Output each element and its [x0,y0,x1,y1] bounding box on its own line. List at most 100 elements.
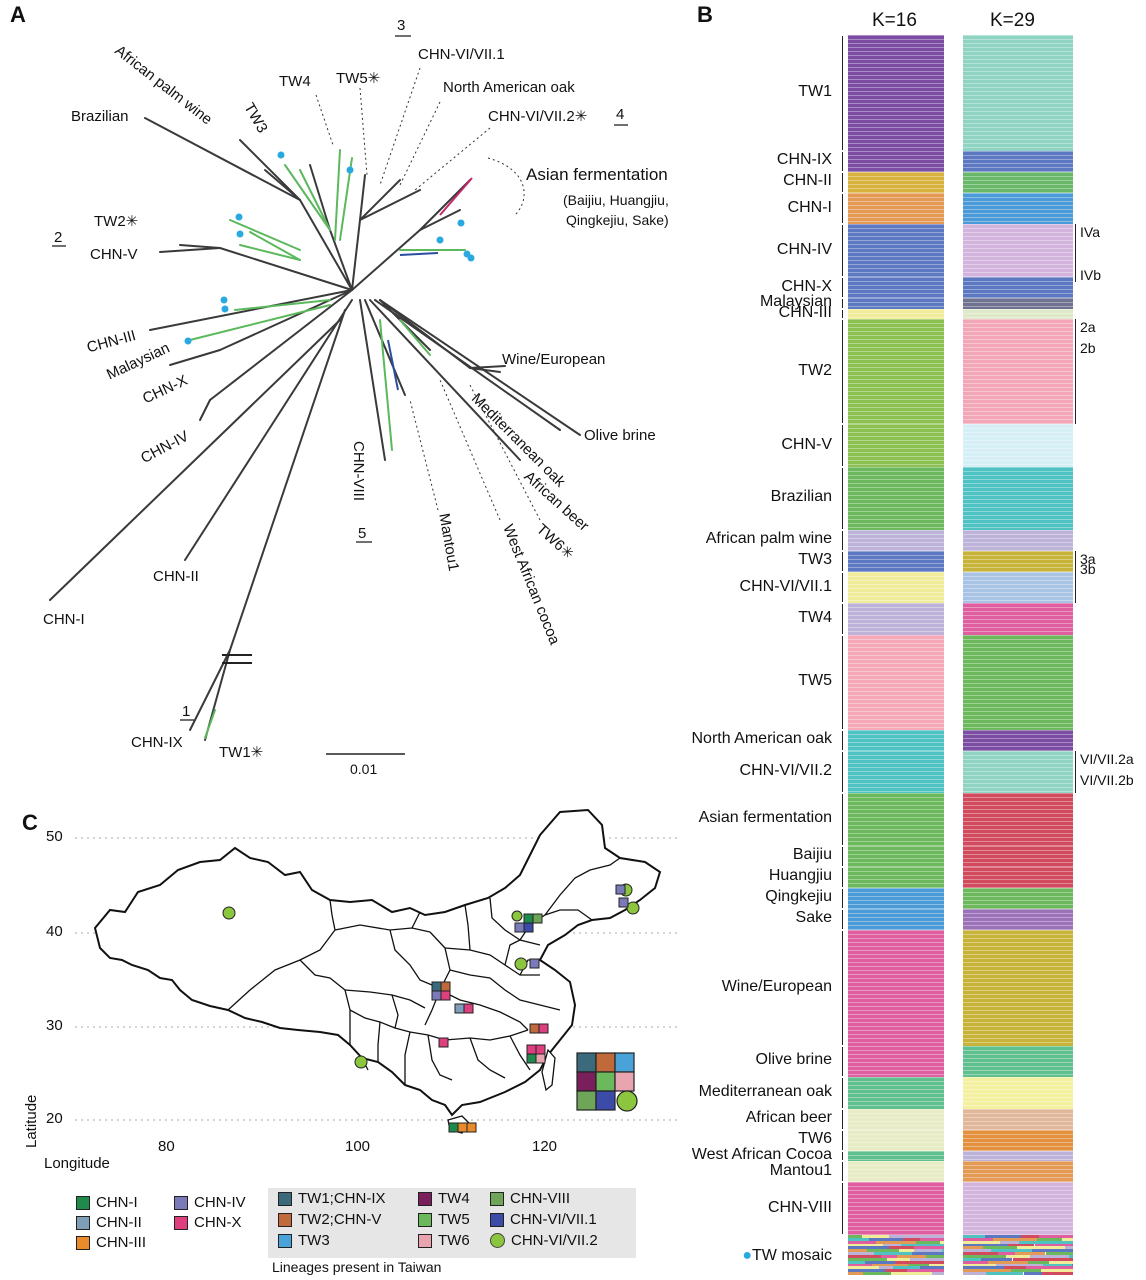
group-bracket [842,36,843,150]
legend-swatch [76,1235,90,1250]
legend-item: TW2;CHN-V [278,1211,381,1228]
structure-block [963,308,1073,320]
structure-block [848,729,944,751]
group-bracket [842,551,843,571]
mosaic-segment [982,1246,1017,1250]
structure-k16-column [848,35,944,1275]
structure-group-label: African palm wine [705,530,832,548]
mosaic-segment [906,1269,944,1273]
mosaic-segment [848,1243,883,1247]
mosaic-segment [848,1252,874,1255]
legend-label: CHN-VI/VII.1 [510,1211,597,1228]
lon-tick-120: 120 [532,1138,558,1155]
side-label-ivb: IVb [1075,266,1101,283]
structure-block [963,887,1073,909]
structure-block [963,35,1073,151]
mosaic-segment [872,1263,909,1267]
mosaic-segment [882,1243,901,1247]
mosaic-segment [1048,1260,1073,1264]
mosaic-segment [928,1263,944,1267]
structure-group-label: CHN-I [787,198,832,216]
structure-block [963,729,1073,751]
mosaic-segment [848,1272,864,1275]
structure-block [963,1161,1073,1183]
side-label-a3: 3a [1075,550,1096,567]
group-bracket [842,846,843,866]
mosaic-segment [963,1252,999,1255]
mosaic-segment [1030,1255,1069,1258]
mosaic-segment [963,1240,1001,1244]
map-ylabel: Latitude [23,1094,40,1148]
structure-block [963,1129,1073,1151]
legend-label: TW5 [438,1211,470,1228]
legend-label: CHN-IV [194,1194,246,1211]
label-tw4: TW4 [279,73,311,90]
structure-block [963,1077,1073,1109]
legend-item: CHN-III [76,1234,146,1251]
structure-group-label: Olive brine [755,1051,832,1069]
legend-item: TW4 [418,1190,470,1207]
mosaic-segment [1062,1237,1073,1241]
mosaic-segment [848,1249,868,1253]
structure-block [848,1045,944,1078]
mosaic-segment [880,1255,897,1258]
mosaic-segment [914,1249,943,1253]
mosaic-segment [889,1235,944,1238]
structure-group-label: TW6 [798,1130,832,1148]
structure-group-label: CHN-VIII [768,1198,832,1216]
mosaic-segment [990,1249,1033,1253]
structure-block [848,298,944,309]
mosaic-segment [1034,1243,1073,1247]
mosaic-segment [912,1252,944,1255]
mosaic-segment [986,1272,1024,1275]
legend-label: CHN-X [194,1214,242,1231]
structure-block [848,1129,944,1151]
legend-label: CHN-VI/VII.2 [511,1232,598,1249]
legend-label: CHN-I [96,1194,138,1211]
structure-block [963,635,1073,730]
mosaic-segment [848,1257,888,1261]
structure-block [963,845,1073,867]
legend-label: TW6 [438,1232,470,1249]
mosaic-segment [1045,1252,1073,1255]
group-bracket [842,1046,843,1077]
group-bracket [842,309,843,319]
structure-group-label: CHN-II [783,172,832,190]
group-bracket [842,909,843,929]
legend-swatch [278,1191,292,1206]
mosaic-segment [985,1235,1022,1238]
mosaic-segment [963,1266,1004,1270]
mosaic-segment [893,1266,920,1270]
legend-taiwan-box [268,1188,636,1258]
label-olive-brine: Olive brine [584,427,656,444]
structure-group-label: Mantou1 [769,1161,832,1179]
label-asian-fermentation: Asian fermentation [526,165,668,184]
group-bracket [842,530,843,550]
k29-title: K=29 [990,10,1035,31]
scale-bar-label: 0.01 [350,761,378,777]
mosaic-segment [1071,1263,1073,1267]
label-chn-viii: CHN-VIII [350,441,367,501]
label-brazilian: Brazilian [71,108,129,125]
side-label-b2: 2b [1075,340,1096,425]
group-bracket [842,151,843,171]
structure-group-label: Asian fermentation [698,809,832,827]
legend-label: CHN-III [96,1234,146,1251]
mosaic-segment [908,1263,929,1267]
mosaic-segment [889,1246,915,1250]
mosaic-segment [998,1252,1015,1255]
legend-label: TW1;CHN-IX [298,1190,386,1207]
structure-block [963,298,1073,309]
structure-block [963,529,1073,551]
structure-group-label: West African Cocoa [691,1146,832,1164]
structure-group-label: African beer [745,1109,832,1127]
structure-group-label: Sake [795,909,832,927]
legend-china: CHN-I CHN-II CHN-III CHN-IV CHN-X [76,1194,266,1264]
legend-item: TW6 [418,1232,470,1249]
mosaic-segment [931,1272,944,1275]
group-bracket [842,320,843,424]
structure-group-label: CHN-IV [776,240,832,258]
structure-block [963,224,1073,278]
structure-block [963,319,1073,425]
label-asian-fermentation-sub: (Baijiu, Huangjiu, [563,192,669,208]
